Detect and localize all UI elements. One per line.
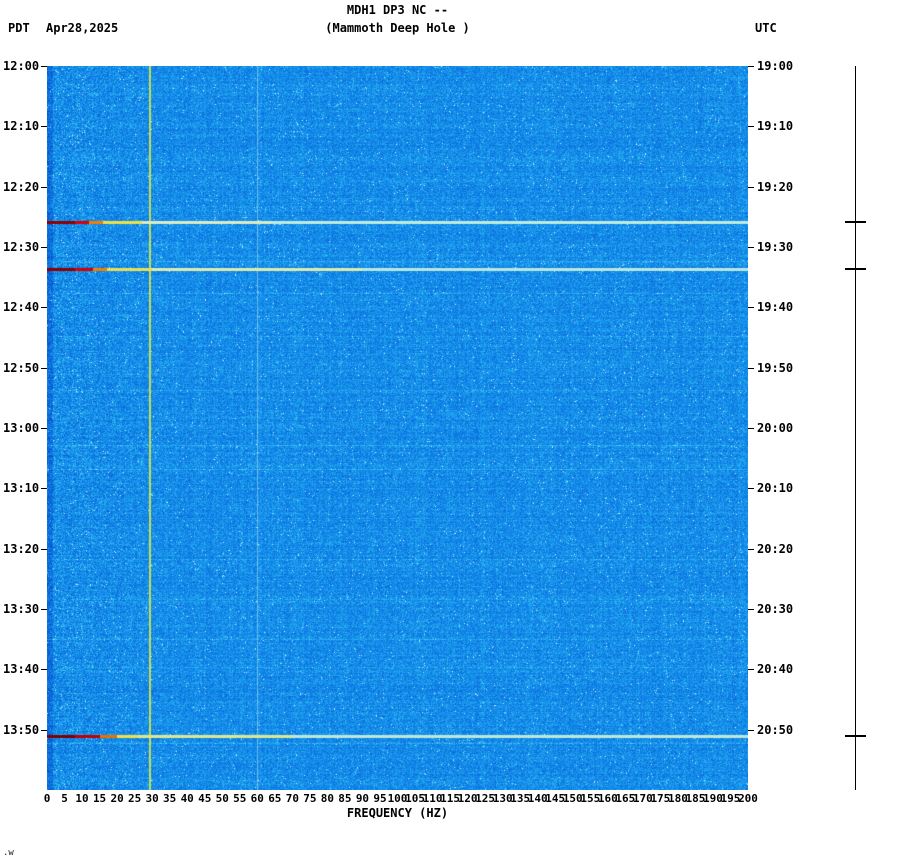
watermark: .w (3, 848, 14, 858)
time-tick-label-right: 19:30 (757, 240, 794, 254)
frequency-tick-label: 190 (703, 792, 723, 805)
frequency-tick-label: 35 (163, 792, 177, 805)
frequency-tick-label: 140 (527, 792, 548, 805)
time-tick-label-left: 13:40 (3, 662, 40, 677)
scale-bar-event-tick (845, 267, 866, 270)
time-tick-label-right: 19:40 (757, 300, 794, 315)
frequency-tick-label: 130 (492, 792, 513, 805)
frequency-tick-label: 55 (233, 792, 247, 805)
frequency-tick-label: 110 (422, 792, 443, 805)
frequency-tick-label: 195 (720, 792, 741, 805)
frequency-tick-label: 180 (667, 792, 688, 805)
time-tick-label-right: 20:20 (757, 541, 794, 556)
time-tick-label-right: 19:10 (757, 119, 794, 134)
time-tick-label-left: 12:20 (3, 179, 40, 194)
frequency-tick-label: 185 (685, 792, 706, 805)
frequency-tick-label: 25 (128, 792, 142, 805)
frequency-tick-label: 45 (198, 792, 212, 805)
time-tick-label-left: 12:50 (3, 360, 40, 375)
time-tick-label-left: 13:00 (3, 421, 40, 435)
frequency-tick-label: 20 (110, 792, 124, 805)
frequency-tick-label: 160 (597, 792, 618, 805)
frequency-axis-title: FREQUENCY (HZ) (346, 806, 449, 820)
time-tick-label-left: 12:10 (3, 119, 40, 134)
frequency-tick-label: 65 (268, 792, 282, 805)
scale-bar-event-tick (845, 220, 866, 223)
time-tick-label-right: 20:50 (757, 722, 794, 737)
scale-bar-line (855, 66, 856, 790)
frequency-tick-label: 5 (61, 792, 68, 805)
frequency-tick-label: 85 (338, 792, 352, 805)
spectrogram-canvas (47, 66, 748, 790)
time-tick-right (748, 247, 754, 248)
time-tick-label-right: 19:00 (757, 59, 794, 73)
time-tick-label-right: 19:20 (757, 179, 794, 194)
time-tick-label-right: 20:30 (757, 602, 794, 616)
time-tick-label-left: 13:50 (3, 722, 40, 737)
time-tick-right (748, 669, 754, 671)
time-tick-label-right: 20:00 (757, 421, 794, 435)
frequency-tick-label: 135 (510, 792, 531, 805)
scale-bar-event-tick (845, 734, 866, 737)
frequency-tick-label: 0 (43, 792, 51, 805)
time-tick-label-left: 12:40 (3, 300, 40, 315)
frequency-tick-label: 50 (215, 792, 229, 805)
frequency-axis: 0 5 10 15 20 25 30 35 40 45 50 55 60 65 70 75 80 85 90 95 10… (0, 790, 902, 806)
frequency-tick-label: 100 (387, 792, 408, 805)
frequency-tick-label: 90 (355, 792, 370, 805)
frequency-tick-label: 115 (440, 792, 460, 805)
date-label: Apr28,2025 (46, 21, 119, 35)
frequency-tick-label: 70 (285, 792, 299, 805)
page-title: MDH1 DP3 NC -- (346, 3, 449, 17)
frequency-tick-label: 175 (650, 792, 671, 805)
frequency-tick-label: 80 (320, 792, 335, 805)
time-tick-right (748, 428, 754, 429)
frequency-tick-label: 95 (373, 792, 387, 805)
time-tick-right (748, 729, 754, 731)
frequency-tick-label: 40 (180, 792, 194, 805)
frequency-tick-label: 155 (580, 792, 601, 805)
frequency-tick-label: 75 (303, 792, 317, 805)
time-tick-right (748, 307, 754, 309)
timezone-right-label: UTC (755, 21, 777, 35)
time-tick-label-right: 20:40 (757, 662, 794, 677)
time-tick-right (748, 186, 754, 188)
frequency-tick-label: 120 (457, 792, 478, 805)
time-tick-right (748, 66, 754, 67)
frequency-tick-label: 30 (145, 792, 159, 805)
frequency-tick-label: 145 (545, 792, 566, 805)
frequency-tick-label: 200 (738, 792, 758, 805)
frequency-tick-label: 60 (250, 792, 264, 805)
frequency-tick-label: 10 (75, 792, 89, 805)
time-tick-label-right: 19:50 (757, 360, 794, 375)
time-tick-label-left: 13:10 (3, 481, 40, 496)
timezone-left-label: PDT (8, 21, 30, 35)
frequency-tick-label: 165 (615, 792, 636, 805)
time-tick-label-right: 20:10 (757, 481, 794, 496)
frequency-tick-label: 170 (632, 792, 653, 805)
frequency-tick-label: 150 (562, 792, 583, 805)
time-tick-label-left: 12:00 (3, 59, 40, 73)
time-tick-label-left: 13:30 (3, 602, 40, 616)
frequency-tick-label: 125 (475, 792, 496, 805)
time-tick-right (748, 126, 754, 128)
time-tick-label-left: 12:30 (3, 240, 40, 254)
frequency-tick-label: 105 (405, 792, 425, 805)
time-tick-label-left: 13:20 (3, 541, 40, 556)
time-tick-right (748, 367, 754, 369)
frequency-tick-label: 15 (92, 792, 107, 805)
time-tick-right (748, 488, 754, 490)
time-tick-right (748, 609, 754, 610)
page-subtitle: (Mammoth Deep Hole ) (325, 21, 470, 35)
time-tick-right (748, 548, 754, 550)
